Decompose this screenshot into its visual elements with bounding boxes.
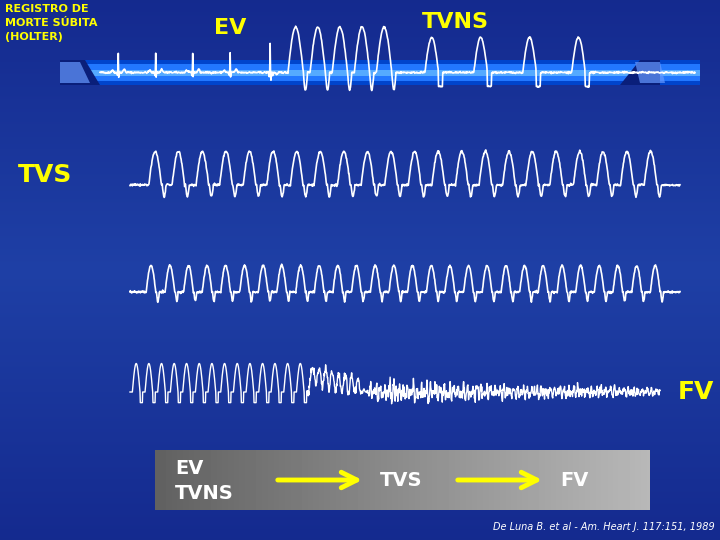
Text: EV: EV (175, 458, 203, 477)
Polygon shape (60, 60, 100, 85)
Bar (60, 70, 700, 76)
Text: FV: FV (560, 470, 588, 489)
Text: TVNS: TVNS (175, 484, 234, 503)
Text: FV: FV (678, 380, 714, 404)
Text: TVS: TVS (380, 470, 423, 489)
Text: TVNS: TVNS (421, 12, 488, 32)
Text: REGISTRO DE
MORTE SÚBITA
(HOLTER): REGISTRO DE MORTE SÚBITA (HOLTER) (5, 4, 97, 42)
Text: TVS: TVS (18, 163, 73, 187)
Bar (60, 64, 700, 81)
Bar (60, 60, 700, 85)
Text: De Luna B. et al - Am. Heart J. 117:151, 1989: De Luna B. et al - Am. Heart J. 117:151,… (493, 522, 715, 532)
Polygon shape (620, 60, 660, 85)
Text: EV: EV (214, 18, 246, 38)
Polygon shape (60, 62, 90, 83)
Polygon shape (635, 62, 665, 83)
